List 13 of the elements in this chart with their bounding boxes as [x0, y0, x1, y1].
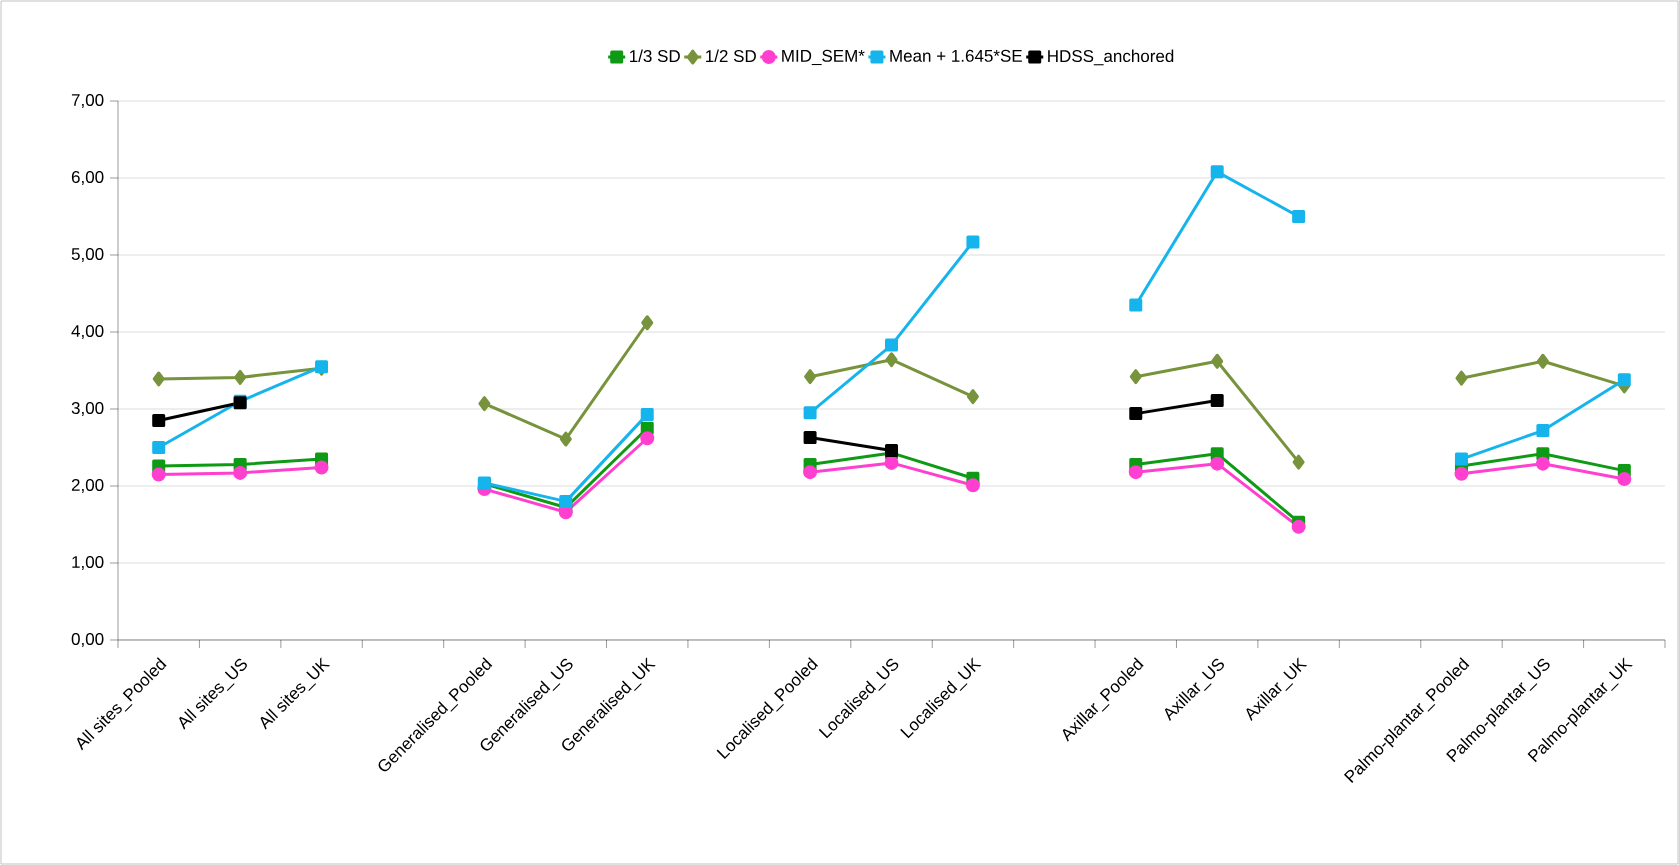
y-tick-label: 4,00 — [71, 324, 104, 340]
legend-label: HDSS_anchored — [1048, 49, 1174, 66]
legend-label: 1/3 SD — [630, 49, 680, 63]
legend-label: MID_SEM* — [782, 49, 865, 66]
legend-label: Mean + 1.645*SE — [890, 49, 1022, 62]
legend-label: 1/2 SD — [706, 49, 756, 63]
y-tick-label: 3,00 — [71, 401, 104, 417]
y-tick-label: 6,00 — [71, 170, 104, 186]
y-tick-label: 7,00 — [71, 93, 104, 109]
y-tick-label: 0,00 — [71, 632, 104, 648]
y-tick-label: 5,00 — [71, 247, 104, 263]
y-tick-label: 1,00 — [72, 555, 104, 571]
y-tick-label: 2,00 — [71, 478, 104, 494]
